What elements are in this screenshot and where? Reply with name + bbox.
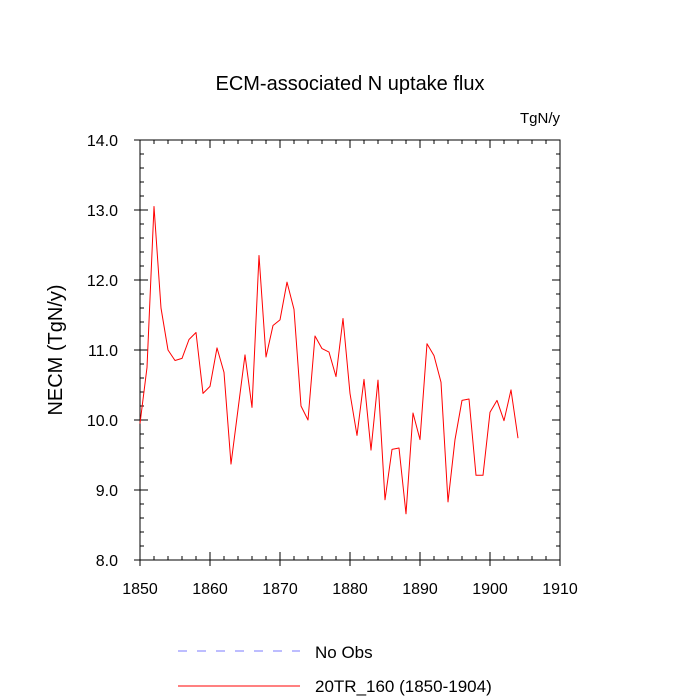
x-tick-label: 1880 — [332, 581, 368, 598]
x-tick-label: 1850 — [122, 581, 158, 598]
x-tick-label: 1900 — [472, 581, 508, 598]
x-tick-label: 1870 — [262, 581, 298, 598]
units-label: TgN/y — [520, 110, 561, 127]
y-tick-label: 12.0 — [87, 273, 118, 290]
y-tick-label: 11.0 — [88, 343, 118, 360]
axis-ticks — [134, 139, 561, 566]
y-tick-label: 14.0 — [87, 133, 118, 150]
chart-title: ECM-associated N uptake flux — [215, 73, 484, 95]
x-tick-label: 1890 — [402, 581, 438, 598]
y-axis-label: NECM (TgN/y) — [45, 284, 67, 415]
legend-label-no-obs: No Obs — [315, 643, 373, 662]
legend: No Obs 20TR_160 (1850-1904) — [178, 643, 492, 696]
x-tick-label: 1860 — [192, 581, 228, 598]
plot-frame — [139, 139, 561, 561]
axis-tick-labels: 1850 1860 1870 1880 1890 1900 1910 8.0 9.0 10.0 11… — [87, 133, 578, 598]
y-tick-label: 13.0 — [87, 203, 118, 220]
series-layer — [139, 206, 519, 515]
legend-label-20tr-160: 20TR_160 (1850-1904) — [315, 677, 492, 696]
y-tick-label: 10.0 — [87, 413, 118, 430]
series-line — [139, 206, 519, 515]
x-tick-label: 1910 — [542, 581, 578, 598]
y-tick-label: 8.0 — [96, 553, 118, 570]
y-tick-label: 9.0 — [96, 483, 118, 500]
